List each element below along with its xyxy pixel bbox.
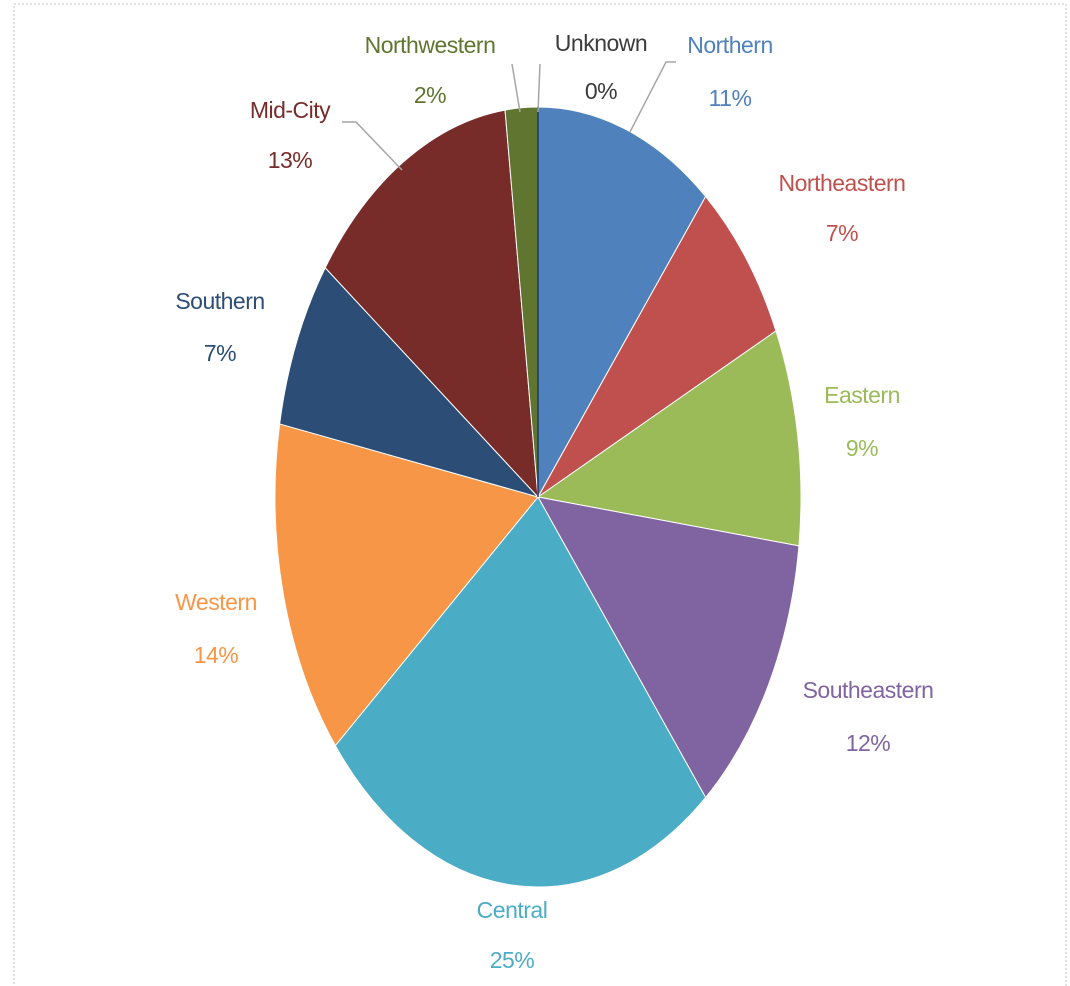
value-label: 0% bbox=[585, 78, 617, 104]
slice-label: Eastern bbox=[824, 382, 900, 408]
leader-line bbox=[342, 121, 403, 171]
pie-slice bbox=[324, 109, 539, 499]
pie bbox=[274, 106, 802, 888]
leader-lines bbox=[342, 61, 676, 171]
data-labels: Northern 11% Northeastern 7% Eastern 9% Southe… bbox=[175, 30, 934, 973]
value-label: 9% bbox=[846, 435, 878, 461]
pie-slice bbox=[274, 423, 539, 747]
leader-line bbox=[629, 61, 676, 133]
slice-label: Southeastern bbox=[803, 677, 934, 703]
value-label: 25% bbox=[490, 947, 535, 973]
slice-label: Unknown bbox=[555, 30, 647, 56]
value-label: 7% bbox=[826, 220, 858, 246]
value-label: 12% bbox=[846, 730, 891, 756]
slice-label: Western bbox=[175, 589, 257, 615]
pie-slice bbox=[537, 106, 707, 499]
pie-slice bbox=[536, 330, 802, 547]
value-label: 14% bbox=[194, 642, 239, 668]
slice-label: Northern bbox=[687, 32, 772, 58]
value-label: 2% bbox=[414, 82, 446, 108]
chart-frame bbox=[13, 3, 1067, 986]
slice-label: Northwestern bbox=[365, 32, 496, 58]
pie-slice bbox=[537, 195, 777, 498]
value-label: 11% bbox=[709, 85, 752, 111]
pie-slice bbox=[279, 266, 540, 498]
slice-label: Southern bbox=[175, 288, 264, 314]
leader-line bbox=[537, 63, 541, 113]
pie-slice bbox=[334, 496, 707, 888]
leader-line bbox=[511, 63, 521, 113]
slice-label: Northeastern bbox=[779, 170, 906, 196]
pie-slice bbox=[537, 496, 800, 799]
slice-label: Mid-City bbox=[250, 97, 331, 123]
value-label: 7% bbox=[204, 340, 236, 366]
value-label: 13% bbox=[268, 147, 313, 173]
slice-label: Central bbox=[477, 897, 548, 923]
